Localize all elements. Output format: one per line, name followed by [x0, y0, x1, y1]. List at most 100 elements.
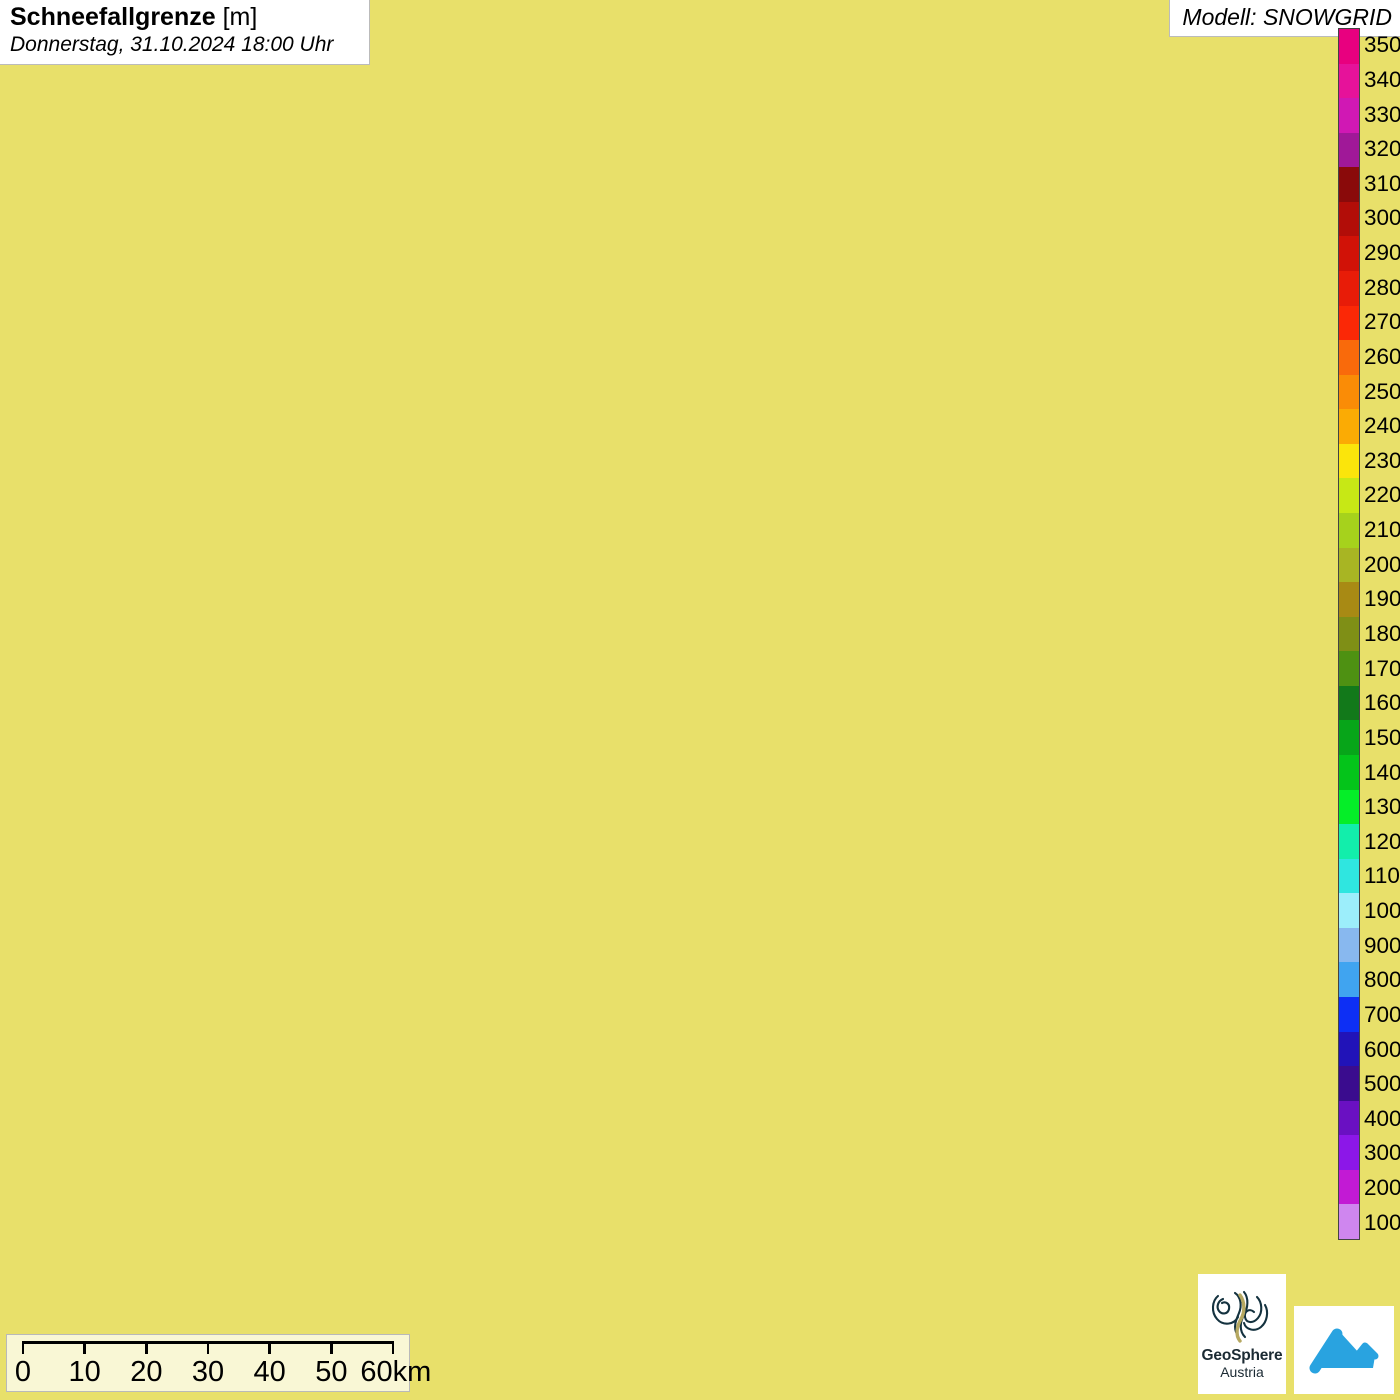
scale-tick-60: [391, 1341, 395, 1354]
scale-bar: 0 10 20 30 40 50 60km: [6, 1334, 431, 1392]
colorbar-band-1200: [1339, 824, 1359, 859]
scale-label-40: 40: [253, 1356, 286, 1388]
colorbar-tick-1700: 1700: [1364, 655, 1400, 681]
scale-label-60: 60km: [360, 1356, 432, 1388]
colorbar-tick-1200: 1200: [1364, 828, 1400, 854]
scale-tick-10: [83, 1341, 86, 1354]
colorbar-band-500: [1339, 1066, 1359, 1101]
colorbar-tick-2500: 2500: [1364, 378, 1400, 404]
colorbar-tick-800: 800: [1364, 967, 1400, 993]
blue-chevron-icon: [1309, 1328, 1379, 1374]
colorbar-tick-3200: 3200: [1364, 136, 1400, 162]
title-box: Schneefallgrenze [m] Donnerstag, 31.10.2…: [0, 0, 370, 65]
secondary-brand-logo: [1294, 1306, 1394, 1394]
colorbar-band-2900: [1339, 236, 1359, 271]
colorbar-tick-400: 400: [1364, 1105, 1400, 1131]
colorbar-tick-1100: 1100: [1364, 863, 1400, 889]
geosphere-logo-line2: Austria: [1220, 1363, 1264, 1380]
colorbar-tick-500: 500: [1364, 1071, 1400, 1097]
colorbar-band-2400: [1339, 409, 1359, 444]
colorbar-band-3300: [1339, 98, 1359, 133]
colorbar-band-1700: [1339, 651, 1359, 686]
scale-label-30: 30: [191, 1356, 225, 1388]
colorbar-tick-2000: 2000: [1364, 551, 1400, 577]
colorbar-tick-1600: 1600: [1364, 690, 1400, 716]
scale-tick-20: [145, 1341, 148, 1354]
colorbar-tick-3400: 3400: [1364, 66, 1400, 92]
colorbar-tick-100: 100: [1364, 1209, 1400, 1235]
colorbar-tick-1900: 1900: [1364, 586, 1400, 612]
colorbar-tick-3300: 3300: [1364, 101, 1400, 127]
geosphere-austria-logo: GeoSphere Austria: [1198, 1274, 1286, 1394]
colorbar-tick-2400: 2400: [1364, 413, 1400, 439]
title-main: Schneefallgrenze: [10, 3, 216, 31]
colorbar-band-1300: [1339, 789, 1359, 825]
colorbar-band-3400: [1339, 63, 1359, 99]
scale-label-10: 10: [68, 1356, 101, 1388]
timestamp-label: Donnerstag, 31.10.2024 18:00 Uhr: [10, 33, 334, 56]
colorbar-band-2000: [1339, 547, 1359, 583]
colorbar-band-200: [1339, 1169, 1359, 1205]
scale-tick-0: [21, 1341, 25, 1354]
colorbar-band-3500: [1339, 29, 1359, 64]
colorbar-tick-2800: 2800: [1364, 274, 1400, 300]
scale-tick-30: [206, 1341, 210, 1354]
page-title: Schneefallgrenze [m]: [10, 3, 353, 32]
colorbar-tick-labels: 3500 3400 3300 3200 3100 3000 2900 2800 2700 2600…: [1364, 28, 1400, 1240]
colorbar-band-800: [1339, 962, 1359, 997]
colorbar-tick-3000: 3000: [1364, 205, 1400, 231]
colorbar-band-600: [1339, 1031, 1359, 1067]
colorbar-band-900: [1339, 927, 1359, 963]
colorbar-band-2600: [1339, 340, 1359, 375]
title-unit: [m]: [222, 3, 258, 31]
colorbar-band-3100: [1339, 167, 1359, 202]
colorbar-band-3200: [1339, 132, 1359, 168]
scale-bar-rule: [21, 1341, 395, 1355]
colorbar-tick-2600: 2600: [1364, 343, 1400, 369]
colorbar-strip: [1338, 28, 1360, 1240]
colorbar-tick-2900: 2900: [1364, 240, 1400, 266]
colorbar-tick-600: 600: [1364, 1036, 1400, 1062]
colorbar-band-3000: [1339, 201, 1359, 237]
colorbar-band-1600: [1339, 685, 1359, 721]
colorbar-tick-700: 700: [1364, 1001, 1400, 1027]
colorbar-tick-2700: 2700: [1364, 309, 1400, 335]
colorbar-tick-200: 200: [1364, 1175, 1400, 1201]
colorbar-tick-1300: 1300: [1364, 794, 1400, 820]
colorbar-tick-2100: 2100: [1364, 517, 1400, 543]
colorbar-band-400: [1339, 1100, 1359, 1136]
geosphere-swirl-icon: [1211, 1290, 1269, 1343]
colorbar-legend: 3500 3400 3300 3200 3100 3000 2900 2800 2700 2600…: [1330, 28, 1400, 1240]
logo-group: GeoSphere Austria: [1198, 1274, 1394, 1394]
colorbar-band-1400: [1339, 755, 1359, 790]
colorbar-tick-3500: 3500: [1364, 32, 1400, 58]
colorbar-band-1800: [1339, 616, 1359, 652]
scale-label-0: 0: [14, 1356, 32, 1388]
colorbar-band-2300: [1339, 443, 1359, 479]
colorbar-band-2800: [1339, 271, 1359, 306]
scale-tick-50: [330, 1341, 333, 1354]
colorbar-tick-1400: 1400: [1364, 759, 1400, 785]
colorbar-band-1000: [1339, 893, 1359, 928]
colorbar-band-2100: [1339, 513, 1359, 548]
colorbar-tick-3100: 3100: [1364, 170, 1400, 196]
colorbar-tick-2300: 2300: [1364, 447, 1400, 473]
colorbar-band-700: [1339, 997, 1359, 1032]
colorbar-band-2200: [1339, 478, 1359, 513]
colorbar-tick-2200: 2200: [1364, 482, 1400, 508]
scale-bar-labels: 0 10 20 30 40 50 60km: [15, 1355, 431, 1389]
colorbar-band-1100: [1339, 858, 1359, 894]
colorbar-band-2500: [1339, 374, 1359, 410]
model-label: Modell: SNOWGRID: [1169, 0, 1400, 37]
colorbar-band-2700: [1339, 305, 1359, 341]
colorbar-band-300: [1339, 1135, 1359, 1170]
colorbar-tick-900: 900: [1364, 932, 1400, 958]
scale-label-20: 20: [130, 1356, 163, 1388]
colorbar-band-1900: [1339, 582, 1359, 617]
geosphere-logo-line1: GeoSphere: [1201, 1346, 1283, 1364]
scale-label-50: 50: [315, 1356, 348, 1388]
